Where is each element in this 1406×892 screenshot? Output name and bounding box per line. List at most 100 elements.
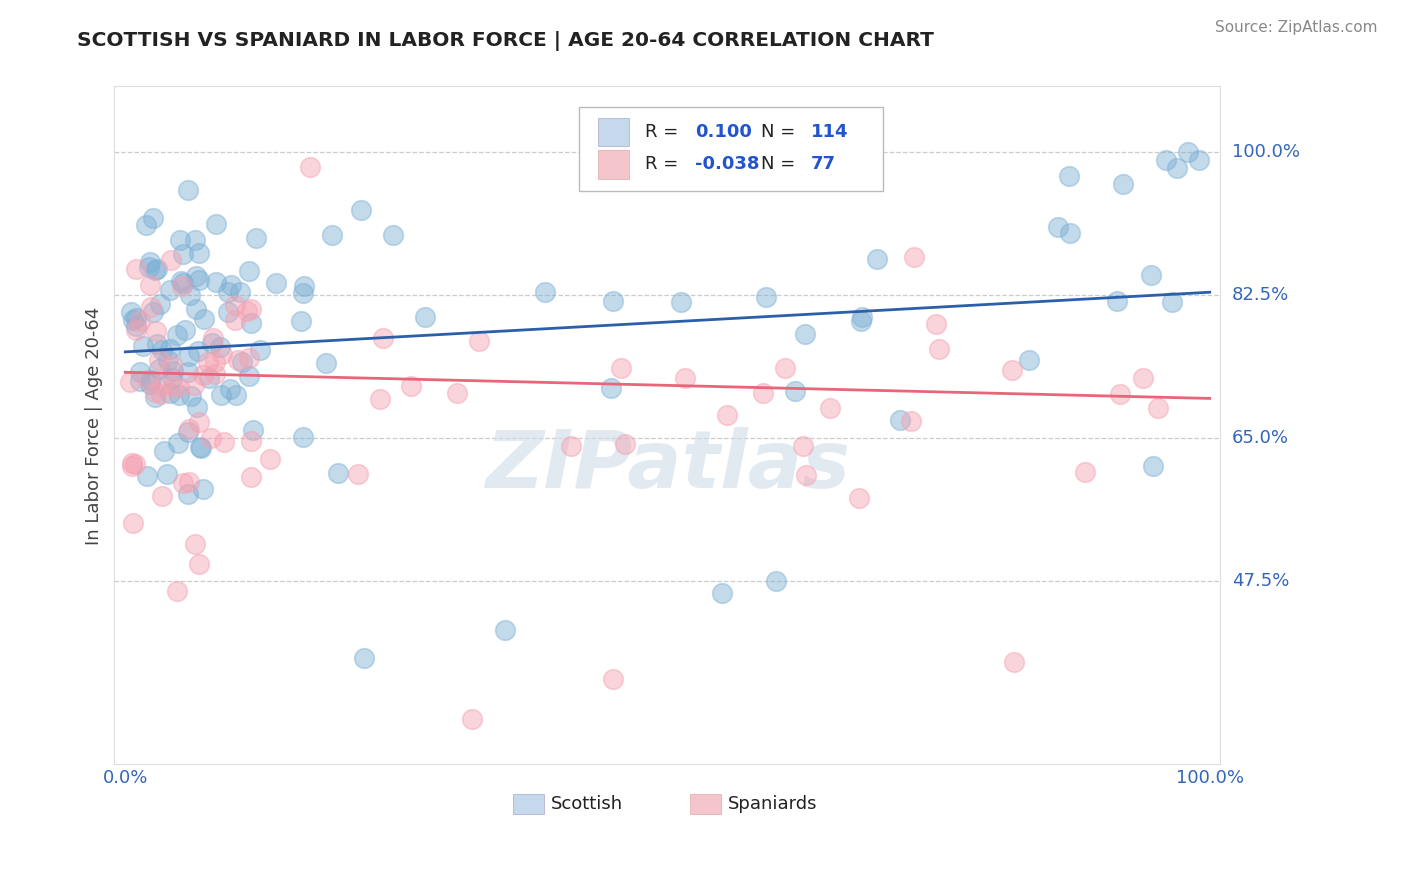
Point: [820, 401, 842, 415]
Point: [292, 279, 315, 293]
Point: [231, 355, 253, 369]
Point: [177, 183, 200, 197]
Point: [1107, 294, 1129, 309]
Point: [183, 377, 205, 392]
Point: [160, 370, 183, 384]
Point: [193, 312, 215, 326]
Point: [156, 353, 179, 368]
Point: [162, 364, 184, 378]
Point: [172, 276, 194, 290]
Point: [1057, 169, 1080, 184]
Point: [125, 261, 148, 276]
Text: SCOTTISH VS SPANIARD IN LABOR FORCE | AGE 20-64 CORRELATION CHART: SCOTTISH VS SPANIARD IN LABOR FORCE | AG…: [77, 31, 934, 51]
Point: [446, 385, 468, 400]
Point: [290, 314, 312, 328]
Point: [792, 439, 814, 453]
Point: [399, 379, 422, 393]
Point: [160, 252, 183, 267]
Point: [350, 202, 373, 217]
Point: [159, 342, 181, 356]
Point: [1047, 219, 1070, 234]
Point: [224, 313, 246, 327]
Point: [184, 233, 207, 247]
Point: [1132, 370, 1154, 384]
Point: [785, 384, 807, 399]
Point: [229, 285, 252, 299]
Point: [125, 311, 148, 326]
Point: [120, 375, 142, 389]
Text: Spaniards: Spaniards: [728, 795, 818, 813]
Point: [128, 365, 150, 379]
Point: [177, 422, 200, 436]
Point: [1160, 294, 1182, 309]
Point: [1001, 363, 1024, 377]
Point: [141, 373, 163, 387]
Point: [143, 263, 166, 277]
Point: [599, 381, 621, 395]
Point: [179, 287, 201, 301]
Text: N =: N =: [762, 123, 801, 141]
Point: [755, 290, 778, 304]
Point: [219, 382, 242, 396]
Point: [461, 713, 484, 727]
Point: [239, 469, 262, 483]
Point: [903, 250, 925, 264]
Point: [1156, 153, 1178, 167]
Point: [347, 467, 370, 482]
Point: [204, 368, 226, 382]
Point: [245, 230, 267, 244]
Point: [145, 324, 167, 338]
Point: [1177, 145, 1199, 159]
Point: [225, 388, 247, 402]
Point: [326, 466, 349, 480]
Point: [242, 423, 264, 437]
Point: [129, 314, 152, 328]
Point: [179, 349, 201, 363]
Point: [710, 586, 733, 600]
Point: [172, 247, 194, 261]
Point: [167, 388, 190, 402]
Point: [238, 351, 260, 365]
Point: [136, 373, 159, 387]
Text: ZIPatlas: ZIPatlas: [485, 427, 851, 505]
Point: [1074, 465, 1097, 479]
Text: 114: 114: [811, 123, 849, 141]
Point: [211, 347, 233, 361]
Point: [186, 400, 208, 414]
Point: [191, 368, 214, 382]
Point: [321, 228, 343, 243]
Point: [353, 651, 375, 665]
Point: [184, 269, 207, 284]
Point: [240, 301, 263, 316]
Point: [159, 386, 181, 401]
Point: [1142, 458, 1164, 473]
Point: [235, 304, 257, 318]
Point: [153, 443, 176, 458]
Point: [201, 336, 224, 351]
Point: [150, 387, 173, 401]
Text: 82.5%: 82.5%: [1232, 285, 1289, 303]
Point: [197, 355, 219, 369]
Point: [299, 160, 322, 174]
FancyBboxPatch shape: [579, 107, 883, 192]
Point: [752, 386, 775, 401]
Point: [166, 583, 188, 598]
Point: [125, 319, 148, 334]
Point: [159, 283, 181, 297]
Point: [373, 331, 395, 345]
Point: [188, 246, 211, 260]
Point: [224, 298, 246, 312]
Text: Scottish: Scottish: [551, 795, 623, 813]
Point: [122, 312, 145, 326]
Text: N =: N =: [762, 155, 801, 173]
Point: [205, 275, 228, 289]
Point: [150, 489, 173, 503]
Point: [150, 343, 173, 358]
Point: [292, 430, 315, 444]
Point: [1140, 268, 1163, 282]
Point: [135, 218, 157, 232]
Point: [534, 285, 557, 299]
Point: [129, 374, 152, 388]
Point: [1188, 153, 1211, 167]
Point: [849, 313, 872, 327]
